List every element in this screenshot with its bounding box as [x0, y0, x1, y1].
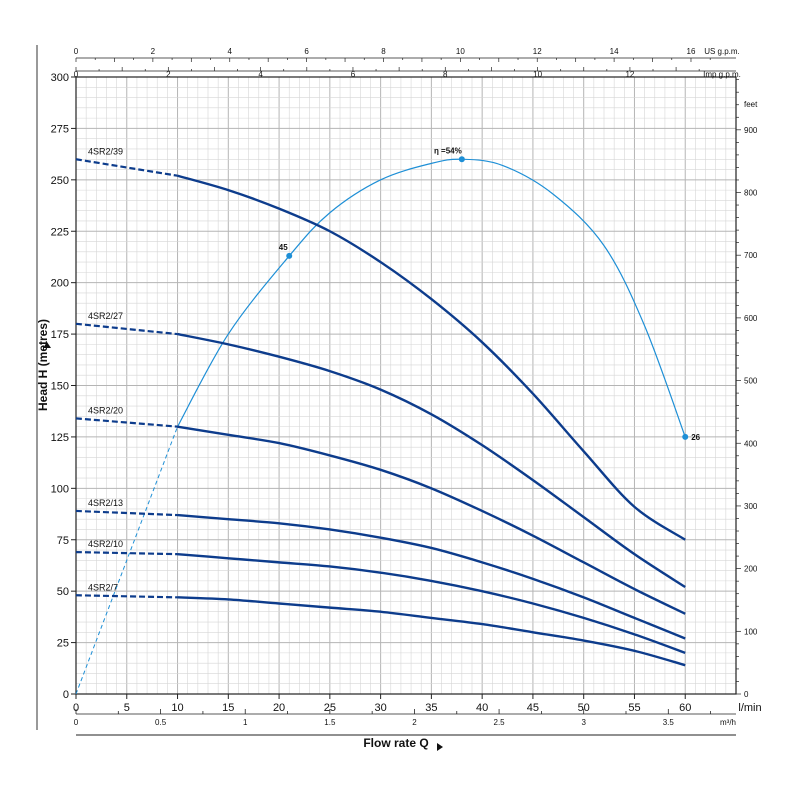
y-tick-label-ft: 500: [744, 377, 758, 386]
series-label: 4SR2/10: [88, 539, 123, 549]
x-tick-label-lmin: 15: [222, 702, 234, 714]
x-tick-label-lmin: 50: [578, 702, 590, 714]
series-label: 4SR2/7: [88, 582, 118, 592]
y-tick-label-ft: 900: [744, 126, 758, 135]
series-curve-dashed: [75, 417, 178, 428]
series-label: 4SR2/13: [88, 498, 123, 508]
efficiency-point-label: 45: [279, 243, 288, 252]
y-tick-label-m: 125: [51, 432, 69, 444]
y-tick-label-ft: 600: [744, 314, 758, 323]
y-tick-label-m: 150: [51, 381, 69, 393]
x-tick-label-usgpm: 0: [74, 47, 79, 56]
y-unit-ft: feet: [744, 100, 758, 109]
series-curve-dashed: [75, 550, 178, 556]
y-tick-label-ft: 100: [744, 627, 758, 636]
efficiency-point: [682, 433, 689, 440]
x-tick-label-usgpm: 16: [687, 47, 696, 56]
x-unit-impgpm: Imp g.p.m.: [703, 70, 741, 79]
x-tick-label-usgpm: 10: [456, 47, 465, 56]
x-tick-label-lmin: 55: [628, 702, 640, 714]
x-tick-label-impgpm: 6: [351, 70, 356, 79]
x-tick-label-m3h: 0: [74, 718, 79, 727]
series-curve: [177, 513, 686, 640]
x-tick-label-impgpm: 8: [443, 70, 448, 79]
y-tick-label-m: 225: [51, 226, 69, 238]
y-tick-label-ft: 800: [744, 189, 758, 198]
x-tick-label-lmin: 45: [527, 702, 539, 714]
x-tick-label-usgpm: 2: [151, 47, 156, 56]
x-tick-label-usgpm: 14: [610, 47, 619, 56]
x-tick-label-impgpm: 12: [625, 70, 634, 79]
x-axis-label: Flow rate Q: [363, 736, 428, 750]
series-curve-dashed: [75, 509, 178, 517]
x-tick-label-impgpm: 2: [166, 70, 171, 79]
y-tick-label-ft: 200: [744, 565, 758, 574]
series-curve: [177, 332, 686, 589]
x-tick-label-lmin: 10: [171, 702, 183, 714]
x-tick-label-lmin: 40: [476, 702, 488, 714]
x-tick-label-lmin: 35: [425, 702, 437, 714]
y-tick-label-m: 0: [63, 689, 69, 701]
y-tick-label-m: 300: [51, 72, 69, 84]
y-tick-label-m: 25: [57, 638, 69, 650]
x-tick-label-lmin: 20: [273, 702, 285, 714]
x-tick-label-lmin: 0: [73, 702, 79, 714]
x-tick-label-impgpm: 0: [74, 70, 79, 79]
efficiency-point-label: η =54%: [434, 146, 462, 155]
y-tick-label-ft: 700: [744, 251, 758, 260]
series-curve: [177, 174, 686, 541]
x-unit-usgpm: US g.p.m.: [704, 47, 740, 56]
x-unit-lmin: l/min: [738, 702, 761, 714]
x-tick-label-impgpm: 10: [533, 70, 542, 79]
y-tick-label-m: 175: [51, 329, 69, 341]
series-curve: [177, 425, 686, 615]
y-tick-label-m: 275: [51, 123, 69, 135]
x-tick-label-lmin: 25: [324, 702, 336, 714]
x-tick-label-lmin: 30: [374, 702, 386, 714]
series-curve-dashed: [75, 158, 178, 177]
y-tick-label-m: 100: [51, 483, 69, 495]
series-curve-dashed: [75, 594, 178, 599]
y-axis-label: Head H (metres): [36, 319, 50, 411]
x-tick-label-usgpm: 4: [228, 47, 233, 56]
x-tick-label-m3h: 3.5: [663, 718, 675, 727]
x-unit-m3h: m³/h: [720, 718, 736, 727]
series-label: 4SR2/39: [88, 146, 123, 156]
series-curve: [177, 596, 686, 667]
x-tick-label-lmin: 5: [124, 702, 130, 714]
y-tick-label-ft: 300: [744, 502, 758, 511]
series-label: 4SR2/20: [88, 405, 123, 415]
x-tick-label-m3h: 1.5: [324, 718, 336, 727]
series-label: 4SR2/27: [88, 311, 123, 321]
y-tick-label-ft: 0: [744, 690, 749, 699]
y-tick-label-m: 50: [57, 586, 69, 598]
efficiency-point-label: 26: [691, 433, 700, 442]
y-tick-label-ft: 400: [744, 439, 758, 448]
y-tick-label-m: 200: [51, 278, 69, 290]
efficiency-point: [286, 252, 293, 259]
x-tick-label-m3h: 1: [243, 718, 248, 727]
y-tick-label-m: 250: [51, 175, 69, 187]
x-arrow-icon: [437, 743, 443, 751]
series-curve: [177, 552, 686, 654]
x-tick-label-m3h: 3: [581, 718, 586, 727]
x-tick-label-m3h: 2: [412, 718, 417, 727]
x-tick-label-usgpm: 6: [304, 47, 309, 56]
y-tick-label-m: 75: [57, 535, 69, 547]
x-tick-label-usgpm: 8: [381, 47, 386, 56]
x-tick-label-impgpm: 4: [258, 70, 263, 79]
y-arrow-icon: [43, 342, 51, 348]
series-curve-dashed: [75, 322, 178, 336]
x-tick-label-usgpm: 12: [533, 47, 542, 56]
x-tick-label-m3h: 2.5: [494, 718, 506, 727]
x-tick-label-lmin: 60: [679, 702, 691, 714]
efficiency-point: [458, 156, 465, 163]
x-tick-label-m3h: 0.5: [155, 718, 167, 727]
efficiency-curve-dashed: [75, 426, 179, 695]
efficiency-curve: [177, 158, 686, 438]
